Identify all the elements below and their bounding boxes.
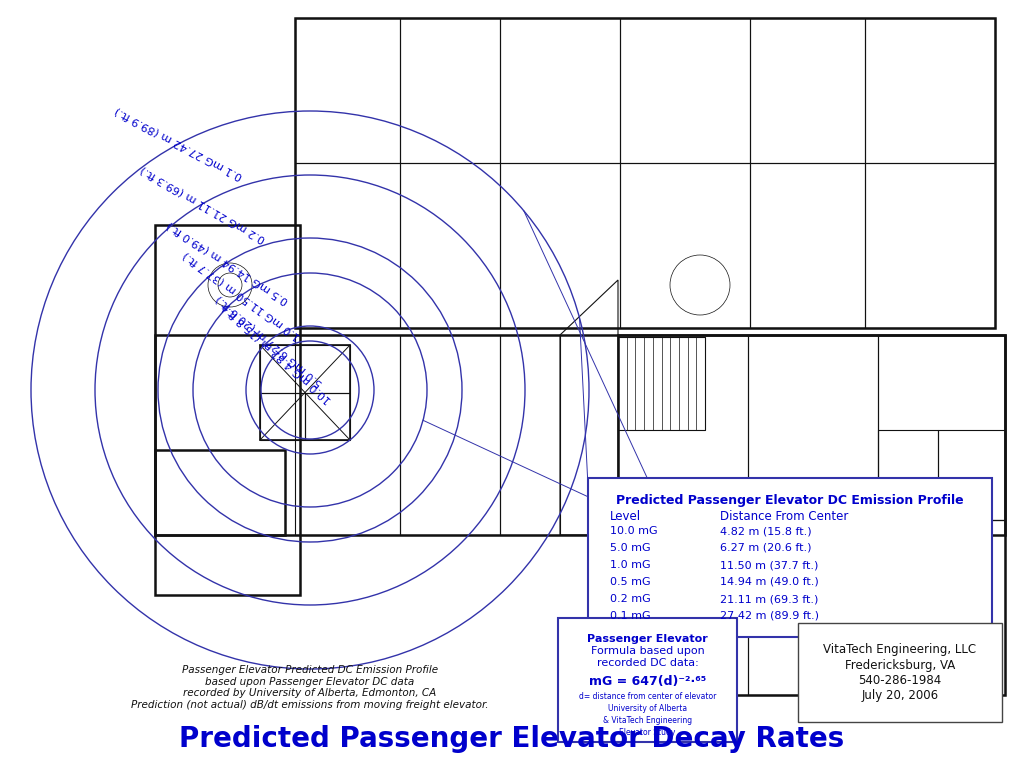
Text: 0.5 mG 14.94 m (49.0 ft.): 0.5 mG 14.94 m (49.0 ft.)	[165, 220, 290, 306]
Bar	[400, 18, 500, 163]
Text: 11.50 m (37.7 ft.): 11.50 m (37.7 ft.)	[720, 560, 818, 570]
Text: 21.11 m (69.3 ft.): 21.11 m (69.3 ft.)	[720, 594, 818, 604]
Bar	[865, 163, 995, 328]
Bar	[295, 18, 400, 163]
Bar	[618, 520, 748, 695]
Bar	[938, 430, 1005, 520]
FancyBboxPatch shape	[558, 618, 737, 742]
Bar	[748, 520, 878, 695]
FancyBboxPatch shape	[588, 478, 992, 637]
Text: 6.27 m (20.6 ft.): 6.27 m (20.6 ft.)	[720, 543, 811, 553]
Bar	[878, 335, 1005, 520]
Bar	[878, 520, 1005, 695]
Bar	[260, 393, 305, 440]
Bar	[620, 18, 750, 163]
Bar	[155, 225, 300, 595]
Text: Predicted Passenger Elevator DC Emission Profile: Predicted Passenger Elevator DC Emission…	[616, 494, 964, 507]
Text: recorded DC data:: recorded DC data:	[597, 658, 698, 668]
Bar	[500, 335, 560, 535]
Bar	[155, 450, 285, 535]
Text: 0.2 mG: 0.2 mG	[610, 594, 650, 604]
Text: 4.82 m (15.8 ft.): 4.82 m (15.8 ft.)	[720, 526, 812, 536]
Bar	[295, 163, 400, 328]
FancyBboxPatch shape	[798, 623, 1002, 722]
Bar	[750, 163, 865, 328]
Text: Formula based upon: Formula based upon	[591, 646, 705, 656]
Text: 0.5 mG: 0.5 mG	[610, 577, 650, 587]
Text: 0.1 mG 27.42 m (89.9 ft.): 0.1 mG 27.42 m (89.9 ft.)	[114, 106, 245, 182]
Bar	[155, 225, 300, 335]
Text: 1.0 mG 11.50 m (37.7 ft.): 1.0 mG 11.50 m (37.7 ft.)	[180, 250, 302, 341]
Bar	[260, 345, 350, 393]
Bar	[295, 18, 995, 328]
Text: 0.2 mG 21.11 m (69.3 ft.): 0.2 mG 21.11 m (69.3 ft.)	[138, 164, 267, 243]
Text: VitaTech Engineering, LLC
Fredericksburg, VA
540-286-1984
July 20, 2006: VitaTech Engineering, LLC Fredericksburg…	[823, 644, 977, 701]
Text: Level: Level	[610, 510, 641, 523]
Text: 0.1 mG: 0.1 mG	[610, 611, 650, 621]
Text: 14.94 m (49.0 ft.): 14.94 m (49.0 ft.)	[720, 577, 819, 587]
Text: Predicted Passenger Elevator Decay Rates: Predicted Passenger Elevator Decay Rates	[179, 725, 845, 753]
Text: 5.0 mG 6.27 m (20.6 ft.): 5.0 mG 6.27 m (20.6 ft.)	[214, 293, 324, 389]
Bar	[618, 337, 705, 430]
Bar	[305, 393, 350, 440]
Text: 27.42 m (89.9 ft.): 27.42 m (89.9 ft.)	[720, 611, 819, 621]
Bar	[618, 335, 1005, 695]
Bar	[878, 430, 938, 520]
Bar	[748, 335, 878, 520]
Text: Passenger Elevator Predicted DC Emission Profile
based upon Passenger Elevator D: Passenger Elevator Predicted DC Emission…	[131, 665, 488, 710]
Text: 1.0 mG: 1.0 mG	[610, 560, 650, 570]
Bar	[155, 335, 1005, 535]
Bar	[400, 335, 500, 535]
Bar	[295, 335, 400, 535]
Bar	[400, 163, 500, 328]
Bar	[865, 18, 995, 163]
Bar	[620, 163, 750, 328]
Text: Distance From Center: Distance From Center	[720, 510, 848, 523]
Bar	[500, 163, 620, 328]
Bar	[260, 345, 350, 440]
Text: mG = 647(d)⁻²·⁶⁵: mG = 647(d)⁻²·⁶⁵	[589, 675, 707, 688]
Text: d= distance from center of elevator: d= distance from center of elevator	[579, 692, 716, 701]
Text: 10.0 mG: 10.0 mG	[610, 526, 657, 536]
Text: University of Alberta: University of Alberta	[608, 704, 687, 713]
Text: Passenger Elevator: Passenger Elevator	[587, 634, 708, 644]
Bar	[750, 18, 865, 163]
Text: 10.0 mG 4.82 m (15.8 ft.): 10.0 mG 4.82 m (15.8 ft.)	[221, 302, 334, 405]
Bar	[618, 335, 748, 520]
Bar	[500, 18, 620, 163]
Text: & VitaTech Engineering: & VitaTech Engineering	[603, 716, 692, 725]
Text: Elevator Study: Elevator Study	[620, 728, 676, 737]
Text: 5.0 mG: 5.0 mG	[610, 543, 650, 553]
